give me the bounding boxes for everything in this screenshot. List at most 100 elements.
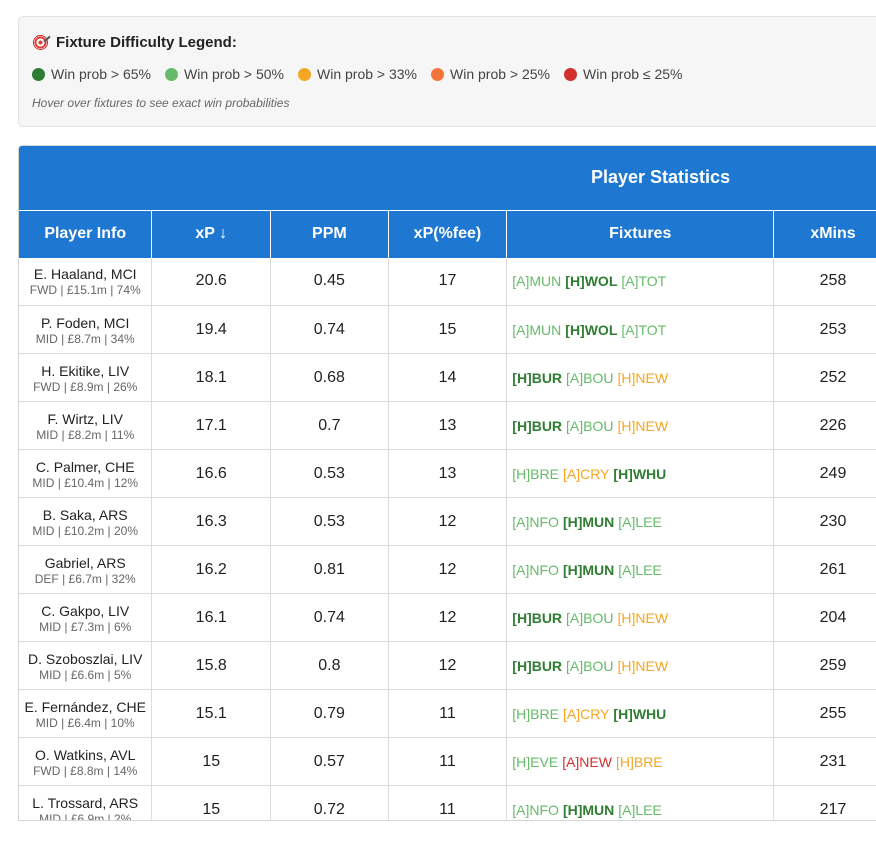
fixture-chip[interactable]: [A]MUN xyxy=(512,273,562,290)
ppm-cell: 0.79 xyxy=(270,689,389,738)
table-row[interactable]: O. Watkins, AVL FWD | £8.8m | 14% 15 0.57 11… xyxy=(19,737,876,786)
table-row[interactable]: F. Wirtz, LIV MID | £8.2m | 11% 17.1 0.7 13[… xyxy=(19,401,876,450)
fixture-chip[interactable]: [A]BOU xyxy=(566,609,614,626)
xp-fee-cell: 15 xyxy=(388,305,508,354)
ppm-cell: 0.7 xyxy=(270,401,389,450)
legend-title: Fixture Difficulty Legend: xyxy=(33,34,237,51)
fixture-chip[interactable]: [A]BOU xyxy=(566,657,614,674)
fixture-chip[interactable]: [H]NEW xyxy=(617,609,669,626)
fixtures-cell: [H]BUR [A]BOU [H]NEW xyxy=(506,593,775,642)
legend-item: Win prob > 50% xyxy=(165,66,284,82)
player-name: E. Fernández, CHE xyxy=(24,698,146,715)
xp-fee-cell: 13 xyxy=(388,449,508,498)
table-header-row: Player Info xP ↓ PPM xP(%fee) Fixtures x… xyxy=(19,210,876,258)
fixture-chip[interactable]: [H]BUR xyxy=(512,609,563,626)
xp-fee-cell: 11 xyxy=(388,689,508,738)
legend-item: Win prob > 33% xyxy=(298,66,417,82)
fixture-chip[interactable]: [A]LEE xyxy=(618,513,662,530)
player-meta: MID | £7.3m | 6% xyxy=(39,619,132,634)
table-row[interactable]: E. Fernández, CHE MID | £6.4m | 10% 15.1 0.… xyxy=(19,689,876,738)
fixtures-cell: [H]BUR [A]BOU [H]NEW xyxy=(506,401,775,450)
fixture-chip[interactable]: [H]WOL xyxy=(565,273,618,290)
table-row[interactable]: H. Ekitike, LIV FWD | £8.9m | 26% 18.1 0.68… xyxy=(19,353,876,402)
xmins-cell: 252 xyxy=(773,353,876,402)
fixture-chip[interactable]: [H]NEW xyxy=(617,369,669,386)
fixture-chip[interactable]: [A]BOU xyxy=(566,417,614,434)
fixture-chip[interactable]: [H]WOL xyxy=(565,321,618,338)
player-name: F. Wirtz, LIV xyxy=(47,410,123,427)
player-meta: FWD | £8.9m | 26% xyxy=(33,379,138,394)
player-name: C. Gakpo, LIV xyxy=(41,602,130,619)
table-row[interactable]: E. Haaland, MCI FWD | £15.1m | 74% 20.6 0.4… xyxy=(19,257,876,306)
col-fixtures[interactable]: Fixtures xyxy=(506,210,775,258)
fixtures-cell: [A]MUN [H]WOL [A]TOT xyxy=(506,305,775,354)
fixture-chip[interactable]: [H]BRE xyxy=(615,753,663,770)
banner-title: Player Statistics xyxy=(591,167,731,187)
fixture-chip[interactable]: [A]TOT xyxy=(621,273,667,290)
table-body: E. Haaland, MCI FWD | £15.1m | 74% 20.6 0.4… xyxy=(19,257,876,820)
fixture-chip[interactable]: [H]MUN xyxy=(562,513,615,530)
fixture-chip[interactable]: [A]MUN xyxy=(512,321,562,338)
player-info-cell: H. Ekitike, LIV FWD | £8.9m | 26% xyxy=(19,353,153,402)
xp-cell: 16.6 xyxy=(151,449,272,498)
fixture-chip[interactable]: [A]BOU xyxy=(566,369,614,386)
ppm-cell: 0.53 xyxy=(270,449,389,498)
table-row[interactable]: P. Foden, MCI MID | £8.7m | 34% 19.4 0.74 15… xyxy=(19,305,876,354)
player-info-cell: E. Fernández, CHE MID | £6.4m | 10% xyxy=(19,689,153,738)
fixture-chip[interactable]: [H]EVE xyxy=(512,753,559,770)
fixture-chip[interactable]: [A]TOT xyxy=(621,321,667,338)
fixture-chip[interactable]: [A]NFO xyxy=(512,561,559,578)
table-row[interactable]: D. Szoboszlai, LIV MID | £6.6m | 5% 15.8 0.… xyxy=(19,641,876,690)
col-ppm[interactable]: PPM xyxy=(270,210,389,258)
xp-cell: 15 xyxy=(151,785,272,820)
fixture-chip[interactable]: [A]NFO xyxy=(512,513,559,530)
table-row[interactable]: Gabriel, ARS DEF | £6.7m | 32% 16.2 0.81 12[… xyxy=(19,545,876,594)
player-stats-table: Player Statistics Player Info xP ↓ PPM x… xyxy=(18,145,876,821)
xmins-cell: 249 xyxy=(773,449,876,498)
legend-item-label: Win prob > 50% xyxy=(184,66,284,82)
player-info-cell: E. Haaland, MCI FWD | £15.1m | 74% xyxy=(19,257,153,306)
fixture-chip[interactable]: [H]NEW xyxy=(617,417,669,434)
col-xp-fee[interactable]: xP(%fee) xyxy=(388,210,508,258)
table-row[interactable]: B. Saka, ARS MID | £10.2m | 20% 16.3 0.53 12… xyxy=(19,497,876,546)
ppm-cell: 0.45 xyxy=(270,257,389,306)
table-row[interactable]: C. Palmer, CHE MID | £10.4m | 12% 16.6 0.53… xyxy=(19,449,876,498)
fixture-chip[interactable]: [H]WHU xyxy=(613,705,667,722)
fixture-chip[interactable]: [A]LEE xyxy=(618,561,662,578)
fixture-chip[interactable]: [H]BUR xyxy=(512,369,563,386)
player-info-cell: B. Saka, ARS MID | £10.2m | 20% xyxy=(19,497,153,546)
legend-item: Win prob > 65% xyxy=(32,66,151,82)
fixture-chip[interactable]: [H]MUN xyxy=(562,561,615,578)
xp-cell: 20.6 xyxy=(151,257,272,306)
fixture-chip[interactable]: [H]BUR xyxy=(512,657,563,674)
ppm-cell: 0.68 xyxy=(270,353,389,402)
xp-fee-cell: 14 xyxy=(388,353,508,402)
fixture-chip[interactable]: [H]MUN xyxy=(562,801,615,818)
xp-fee-cell: 12 xyxy=(388,593,508,642)
player-name: D. Szoboszlai, LIV xyxy=(28,650,143,667)
fixture-chip[interactable]: [A]CRY xyxy=(562,705,610,722)
col-xp[interactable]: xP ↓ xyxy=(151,210,272,258)
fixture-chip[interactable]: [H]BRE xyxy=(512,465,559,482)
xp-fee-cell: 11 xyxy=(388,737,508,786)
col-player-info[interactable]: Player Info xyxy=(19,210,153,258)
legend-note: Hover over fixtures to see exact win pro… xyxy=(32,96,290,110)
table-row[interactable]: L. Trossard, ARS MID | £6.9m | 2% 15 0.72 11… xyxy=(19,785,876,820)
fixture-legend-panel: Fixture Difficulty Legend: Win prob > 65… xyxy=(18,16,876,127)
fixture-chip[interactable]: [H]WHU xyxy=(613,465,667,482)
col-xmins[interactable]: xMins xyxy=(773,210,876,258)
xp-cell: 16.2 xyxy=(151,545,272,594)
fixture-chip[interactable]: [A]LEE xyxy=(618,801,662,818)
fixture-chip[interactable]: [H]NEW xyxy=(617,657,669,674)
fixture-chip[interactable]: [A]CRY xyxy=(562,465,610,482)
fixture-chip[interactable]: [A]NFO xyxy=(512,801,559,818)
xp-cell: 15 xyxy=(151,737,272,786)
legend-dot-icon xyxy=(564,67,577,81)
fixture-chip[interactable]: [H]BUR xyxy=(512,417,563,434)
fixture-chip[interactable]: [H]BRE xyxy=(512,705,559,722)
fixture-chip[interactable]: [A]NEW xyxy=(562,753,612,770)
table-row[interactable]: C. Gakpo, LIV MID | £7.3m | 6% 16.1 0.74 12[… xyxy=(19,593,876,642)
legend-item-label: Win prob ≤ 25% xyxy=(583,66,683,82)
xp-fee-cell: 13 xyxy=(388,401,508,450)
player-meta: DEF | £6.7m | 32% xyxy=(34,571,136,586)
